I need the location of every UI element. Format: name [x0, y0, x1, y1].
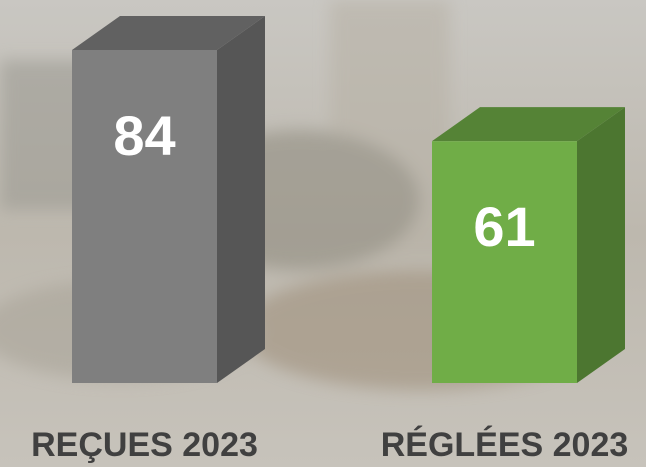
- bar: [432, 141, 577, 383]
- bar-side: [577, 107, 625, 383]
- category-label: REÇUES 2023: [31, 426, 258, 464]
- bar: [72, 50, 217, 383]
- page: {"chart_data": {"type": "bar3d", "catego…: [0, 0, 646, 467]
- data-label: 84: [113, 104, 175, 167]
- data-label: 61: [473, 195, 535, 258]
- bar-side: [217, 16, 265, 383]
- category-label: RÉGLÉES 2023: [381, 426, 629, 464]
- chart: 84 REÇUES 2023 61 RÉGLÉES 2023: [0, 0, 646, 467]
